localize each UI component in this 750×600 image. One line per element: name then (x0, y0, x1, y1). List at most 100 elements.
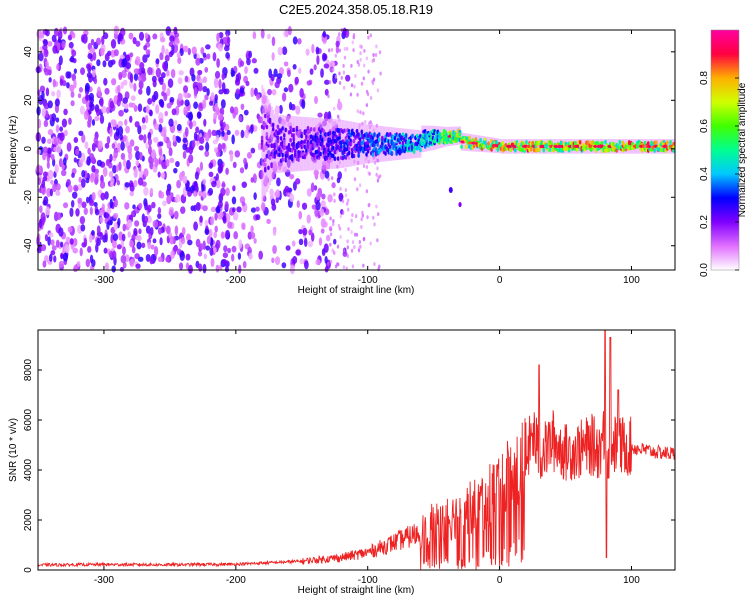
heatmap-cell (216, 58, 220, 68)
heatmap-cell (188, 111, 193, 121)
heatmap-cell (618, 139, 622, 145)
heatmap-cell (213, 78, 219, 89)
heatmap-cell (294, 148, 297, 154)
heatmap-cell (177, 92, 183, 102)
heatmap-cell (193, 131, 198, 141)
heatmap-cell (51, 245, 57, 251)
heatmap-cell (91, 165, 96, 173)
heatmap-cell (336, 114, 340, 119)
heatmap-cell (167, 78, 174, 89)
heatmap-cell (375, 44, 378, 49)
heatmap-cell (340, 75, 343, 80)
heatmap-cell (133, 180, 138, 188)
heatmap-cell (263, 157, 267, 162)
heatmap-cell (42, 146, 48, 153)
heatmap-cell (145, 49, 151, 55)
heatmap-cell (67, 184, 73, 193)
heatmap-cell (42, 260, 47, 268)
heatmap-cell (538, 139, 541, 154)
heatmap-cell (509, 147, 513, 153)
heatmap-cell (279, 149, 283, 154)
heatmap-cell (338, 80, 342, 85)
heatmap-cell (129, 52, 134, 58)
heatmap-cell (52, 78, 57, 88)
heatmap-cell (283, 61, 289, 67)
heatmap-cell (179, 172, 184, 182)
heatmap-cell (373, 262, 376, 267)
heatmap-cell (45, 61, 49, 68)
heatmap-cell (496, 147, 500, 152)
heatmap-cell (612, 139, 615, 154)
heatmap-cell (309, 68, 314, 75)
heatmap-cell (265, 124, 269, 130)
heatmap-cell (44, 255, 49, 263)
heatmap-cell (290, 153, 294, 159)
heatmap-cell (101, 106, 107, 114)
heatmap-cell (183, 106, 188, 116)
heatmap-cell (137, 256, 144, 262)
heatmap-cell (377, 212, 380, 217)
heatmap-cell (357, 132, 361, 137)
x-tick-label: 100 (623, 275, 640, 286)
heatmap-cell (153, 246, 159, 256)
heatmap-cell (99, 47, 105, 56)
heatmap-cell (147, 97, 153, 105)
heatmap-cell (158, 123, 163, 133)
heatmap-cell (161, 160, 167, 170)
heatmap-cell (238, 239, 243, 249)
heatmap-cell (550, 141, 554, 146)
heatmap-cell (329, 232, 333, 237)
heatmap-cell (346, 207, 350, 212)
heatmap-cell (559, 140, 563, 146)
heatmap-cell (320, 141, 324, 146)
heatmap-cell (365, 165, 369, 170)
colorbar-label: Normalized spectral amplitude (737, 82, 748, 217)
heatmap-cell (124, 103, 129, 110)
heatmap-cell (65, 71, 71, 79)
heatmap-cell (373, 222, 376, 227)
heatmap-cell (292, 36, 298, 45)
heatmap-cell (332, 218, 335, 223)
heatmap-cell (336, 101, 343, 111)
heatmap-cell (217, 113, 224, 121)
heatmap-cell (290, 156, 294, 162)
heatmap-cell (369, 95, 373, 100)
heatmap-cell (419, 147, 422, 153)
heatmap-cell (316, 55, 320, 65)
heatmap-cell (327, 94, 330, 99)
heatmap-cell (113, 49, 119, 57)
heatmap-cell (144, 201, 148, 211)
heatmap-cell (69, 84, 75, 92)
heatmap-cell (346, 198, 350, 203)
heatmap-cell (271, 257, 275, 264)
heatmap-cell (384, 126, 387, 162)
heatmap-cell (160, 155, 165, 161)
heatmap-cell (166, 140, 172, 149)
heatmap-cell (271, 126, 275, 132)
heatmap-cell (59, 78, 64, 86)
heatmap-cell (168, 118, 174, 127)
heatmap-cell (204, 94, 209, 101)
heatmap-cell (352, 153, 356, 159)
heatmap-cell (352, 139, 356, 144)
heatmap-cell (358, 183, 362, 188)
heatmap-cell (245, 124, 250, 131)
heatmap-cell (191, 120, 197, 127)
heatmap-cell (129, 139, 135, 147)
heatmap-cell (73, 79, 77, 89)
heatmap-cell (162, 200, 167, 207)
heatmap-cell (270, 74, 275, 82)
heatmap-cell (79, 105, 85, 115)
heatmap-cell (319, 208, 325, 217)
heatmap-cell (303, 260, 309, 270)
heatmap-cell (46, 187, 52, 197)
heatmap-cell (152, 33, 158, 40)
heatmap-cell (346, 239, 349, 244)
heatmap-cell (277, 115, 280, 173)
heatmap-cell (206, 53, 211, 60)
heatmap-cell (231, 253, 235, 262)
colorbar-gradient (710, 29, 740, 271)
heatmap-cell (173, 245, 178, 252)
heatmap-cell (305, 134, 308, 139)
heatmap-cell (336, 262, 340, 267)
